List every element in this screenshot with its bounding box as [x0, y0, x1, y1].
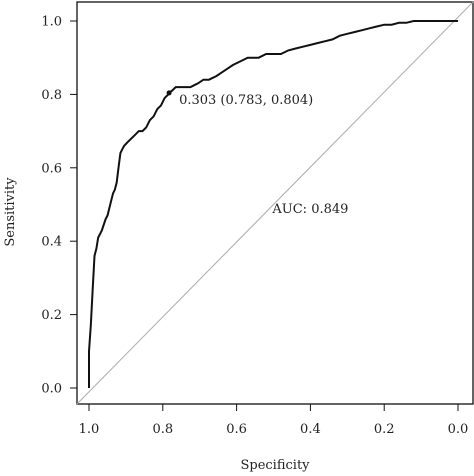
reference-diagonal	[76, 1, 474, 405]
x-tick-label: 1.0	[79, 422, 100, 437]
x-tick-label: 0.6	[226, 422, 247, 437]
x-tick-label: 0.2	[374, 422, 395, 437]
y-tick-label: 0.6	[41, 161, 62, 176]
y-tick-label: 0.8	[41, 88, 62, 103]
x-tick-label: 0.8	[152, 422, 173, 437]
plot-frame	[76, 1, 474, 405]
x-axis: 1.0 0.8 0.6 0.4 0.2 0.0	[79, 404, 469, 437]
x-axis-label: Specificity	[240, 458, 310, 473]
x-tick-label: 0.4	[300, 422, 321, 437]
auc-annotation: AUC: 0.849	[271, 202, 348, 217]
optimal-cutoff-point	[166, 90, 172, 96]
y-tick-label: 0.2	[41, 308, 62, 323]
y-tick-label: 0.4	[41, 235, 62, 250]
y-axis-label: Sensitivity	[3, 177, 18, 247]
x-tick-label: 0.0	[448, 422, 469, 437]
y-axis: 0.0 0.2 0.4 0.6 0.8 1.0	[41, 15, 77, 397]
roc-curve	[88, 20, 458, 388]
cutoff-annotation: 0.303 (0.783, 0.804)	[179, 93, 313, 108]
y-tick-label: 1.0	[41, 15, 62, 30]
y-tick-label: 0.0	[41, 382, 62, 397]
